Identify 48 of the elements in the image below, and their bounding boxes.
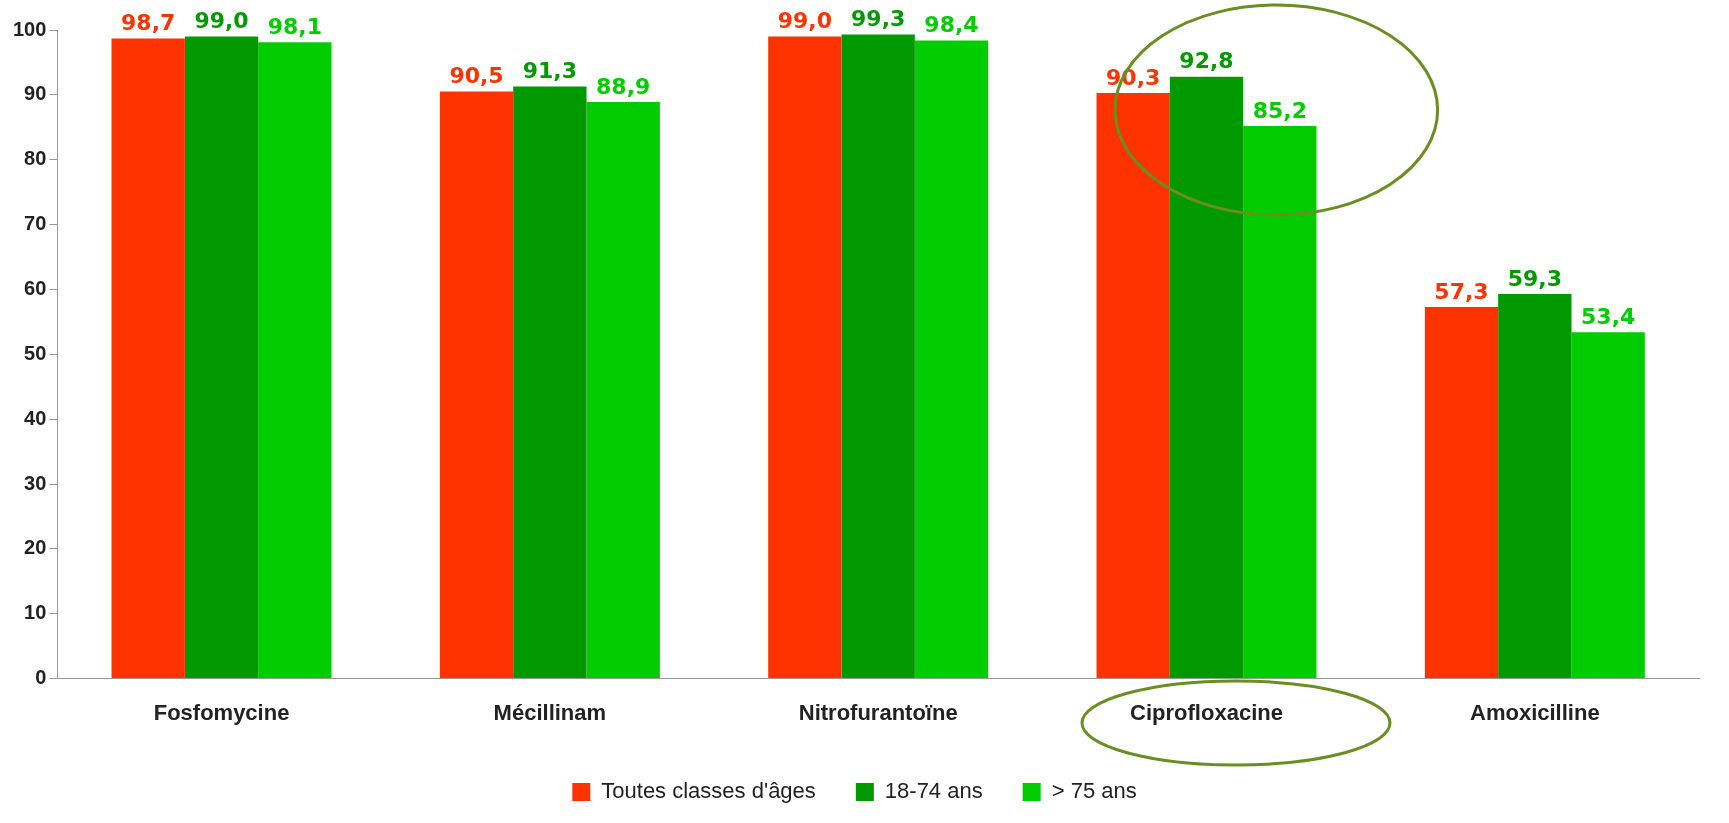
bar xyxy=(258,42,332,679)
x-tick-label: Nitrofurantoïne xyxy=(798,699,958,725)
y-tick-label: 80 xyxy=(24,147,47,170)
data-label: 59,3 xyxy=(1507,265,1562,291)
bar xyxy=(439,91,514,679)
bar xyxy=(768,36,842,679)
legend-label: 18-74 ans xyxy=(884,778,983,804)
bar xyxy=(841,34,915,679)
x-tick-label: Ciprofloxacine xyxy=(1130,699,1283,725)
y-tick-label: 10 xyxy=(24,601,47,624)
data-label: 90,5 xyxy=(449,63,504,89)
data-label: 92,8 xyxy=(1179,48,1234,74)
data-label: 91,3 xyxy=(522,58,577,84)
y-tick-label: 0 xyxy=(35,666,47,689)
bar xyxy=(1169,76,1244,679)
bar xyxy=(914,40,989,679)
y-tick-label: 60 xyxy=(24,276,47,299)
x-tick-label: Mécillinam xyxy=(493,699,607,725)
x-tick-label: Amoxicilline xyxy=(1470,699,1600,725)
data-label: 53,4 xyxy=(1581,303,1636,329)
bar xyxy=(586,102,660,679)
data-label: 99,3 xyxy=(851,6,906,32)
bar xyxy=(1096,92,1170,679)
y-tick-label: 20 xyxy=(24,536,47,559)
data-label: 98,7 xyxy=(121,10,176,36)
data-label: 57,3 xyxy=(1434,278,1489,304)
bar xyxy=(513,86,587,679)
data-label: 85,2 xyxy=(1252,97,1307,123)
y-tick-label: 100 xyxy=(12,17,47,40)
legend-label: Toutes classes d'âges xyxy=(601,778,816,804)
data-label: 98,4 xyxy=(924,12,979,38)
data-label: 98,1 xyxy=(267,14,322,40)
y-tick-label: 70 xyxy=(24,212,47,235)
bar xyxy=(1243,125,1317,679)
bar xyxy=(1571,332,1645,679)
bar xyxy=(1424,306,1499,679)
y-tick-label: 40 xyxy=(24,406,47,429)
y-tick-label: 90 xyxy=(24,82,47,105)
legend-label: > 75 ans xyxy=(1051,778,1137,804)
data-label: 99,0 xyxy=(194,8,249,34)
bar xyxy=(111,38,185,679)
y-tick-label: 30 xyxy=(24,471,47,494)
y-tick-label: 50 xyxy=(24,341,47,364)
x-tick-label: Fosfomycine xyxy=(153,699,290,725)
bar xyxy=(184,36,259,679)
data-label: 88,9 xyxy=(596,73,651,99)
bar xyxy=(1498,293,1572,679)
data-label: 99,0 xyxy=(777,8,832,34)
